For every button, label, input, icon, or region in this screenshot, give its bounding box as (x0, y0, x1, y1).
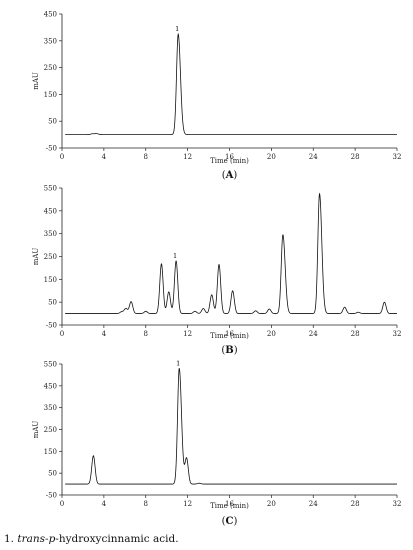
x-axis-label: Time (min) (210, 157, 249, 165)
y-axis-label: mAU (32, 421, 40, 439)
y-tick-label: 450 (44, 11, 57, 19)
x-tick-label: 12 (183, 500, 192, 508)
x-tick-label: 32 (393, 500, 402, 508)
y-tick-label: 250 (44, 426, 57, 434)
x-axis-label: Time (min) (210, 332, 249, 340)
y-tick-label: 450 (44, 207, 57, 215)
y-axis-label: mAU (32, 72, 40, 90)
x-tick-label: 24 (309, 153, 318, 161)
x-tick-label: 16 (225, 330, 234, 338)
x-tick-label: 0 (60, 330, 64, 338)
y-tick-label: 250 (44, 253, 57, 261)
chart-panel-c: -50 50 150 250 350 450 550 0 4 8 12 16 20 24 28 32 Time … (32, 359, 401, 527)
y-tick-label: 350 (44, 37, 57, 45)
x-tick-label: 4 (102, 330, 107, 338)
chromatogram-trace (65, 192, 397, 314)
panel-label: (B) (221, 345, 237, 356)
x-tick-label: 20 (267, 500, 276, 508)
x-tick-label: 4 (102, 500, 107, 508)
chart-panel-a: -50 50 150 250 350 450 0 4 8 12 16 20 24 28 32 Time (mi… (32, 11, 401, 182)
x-tick-label: 16 (225, 500, 234, 508)
y-tick-label: -50 (46, 322, 57, 330)
x-tick-label: 8 (144, 153, 148, 161)
y-tick-label: 150 (44, 276, 57, 284)
y-tick-label: 50 (48, 470, 57, 478)
panel-label: (A) (222, 170, 238, 181)
x-tick-label: 24 (309, 500, 318, 508)
x-tick-label: 24 (309, 330, 318, 338)
y-tick-label: 350 (44, 230, 57, 238)
y-tick-label: 50 (48, 118, 57, 126)
x-tick-label: 28 (351, 153, 360, 161)
peak-label: 1 (173, 252, 177, 260)
y-tick-label: -50 (46, 492, 57, 500)
peak-label: 1 (176, 359, 180, 367)
chart-panel-b: -50 50 150 250 350 450 550 0 4 8 12 16 20 24 28 32 Time … (32, 185, 401, 357)
y-tick-label: -50 (46, 145, 57, 153)
x-tick-label: 32 (393, 330, 402, 338)
y-tick-label: 250 (44, 64, 57, 72)
chromatogram-trace (65, 368, 397, 485)
x-tick-label: 32 (393, 153, 402, 161)
x-tick-label: 8 (144, 330, 148, 338)
footnote: 1. trans-p-hydroxycinnamic acid. (4, 533, 179, 545)
x-axis-label: Time (min) (210, 502, 249, 510)
peak-label: 1 (175, 25, 179, 33)
y-tick-label: 550 (44, 361, 57, 369)
y-tick-label: 450 (44, 382, 57, 390)
y-tick-label: 150 (44, 448, 57, 456)
chromatogram-trace (65, 32, 397, 135)
x-tick-label: 20 (267, 153, 276, 161)
x-tick-label: 28 (351, 500, 360, 508)
y-tick-label: 550 (44, 185, 57, 193)
x-tick-label: 20 (267, 330, 276, 338)
x-tick-label: 4 (102, 153, 107, 161)
y-tick-label: 150 (44, 91, 57, 99)
y-tick-label: 50 (48, 299, 57, 307)
panel-label: (C) (222, 516, 238, 527)
x-tick-label: 12 (183, 330, 192, 338)
x-tick-label: 16 (225, 153, 234, 161)
y-tick-label: 350 (44, 404, 57, 412)
x-tick-label: 0 (60, 153, 64, 161)
x-tick-label: 8 (144, 500, 148, 508)
y-axis-label: mAU (32, 248, 40, 266)
x-tick-label: 28 (351, 330, 360, 338)
footnote-compound-italic: trans-p (17, 533, 56, 545)
x-tick-label: 0 (60, 500, 64, 508)
x-tick-label: 12 (183, 153, 192, 161)
